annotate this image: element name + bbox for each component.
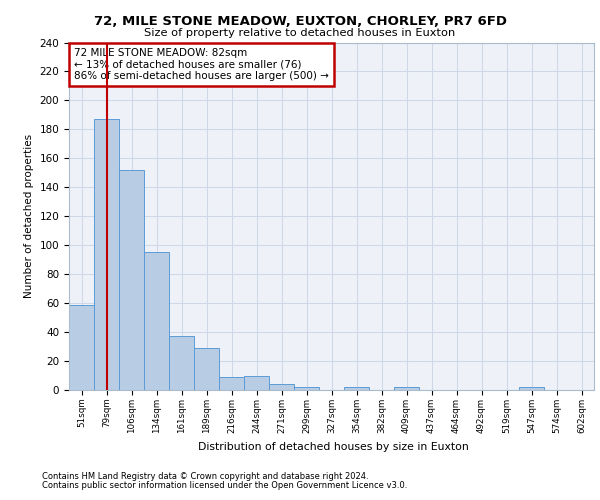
Text: Distribution of detached houses by size in Euxton: Distribution of detached houses by size …: [197, 442, 469, 452]
Bar: [69, 304, 94, 390]
Bar: [144, 252, 169, 390]
Bar: [219, 377, 244, 390]
Text: Contains HM Land Registry data © Crown copyright and database right 2024.: Contains HM Land Registry data © Crown c…: [42, 472, 368, 481]
Text: 72, MILE STONE MEADOW, EUXTON, CHORLEY, PR7 6FD: 72, MILE STONE MEADOW, EUXTON, CHORLEY, …: [94, 15, 506, 28]
Text: Contains public sector information licensed under the Open Government Licence v3: Contains public sector information licen…: [42, 481, 407, 490]
Y-axis label: Number of detached properties: Number of detached properties: [24, 134, 34, 298]
Text: 72 MILE STONE MEADOW: 82sqm
← 13% of detached houses are smaller (76)
86% of sem: 72 MILE STONE MEADOW: 82sqm ← 13% of det…: [74, 48, 329, 81]
Bar: [94, 119, 119, 390]
Bar: [344, 387, 369, 390]
Bar: [269, 384, 294, 390]
Bar: [194, 348, 219, 390]
Bar: [394, 387, 419, 390]
Bar: [244, 376, 269, 390]
Bar: [119, 170, 144, 390]
Bar: [294, 387, 319, 390]
Bar: [519, 387, 544, 390]
Bar: [169, 336, 194, 390]
Text: Size of property relative to detached houses in Euxton: Size of property relative to detached ho…: [145, 28, 455, 38]
